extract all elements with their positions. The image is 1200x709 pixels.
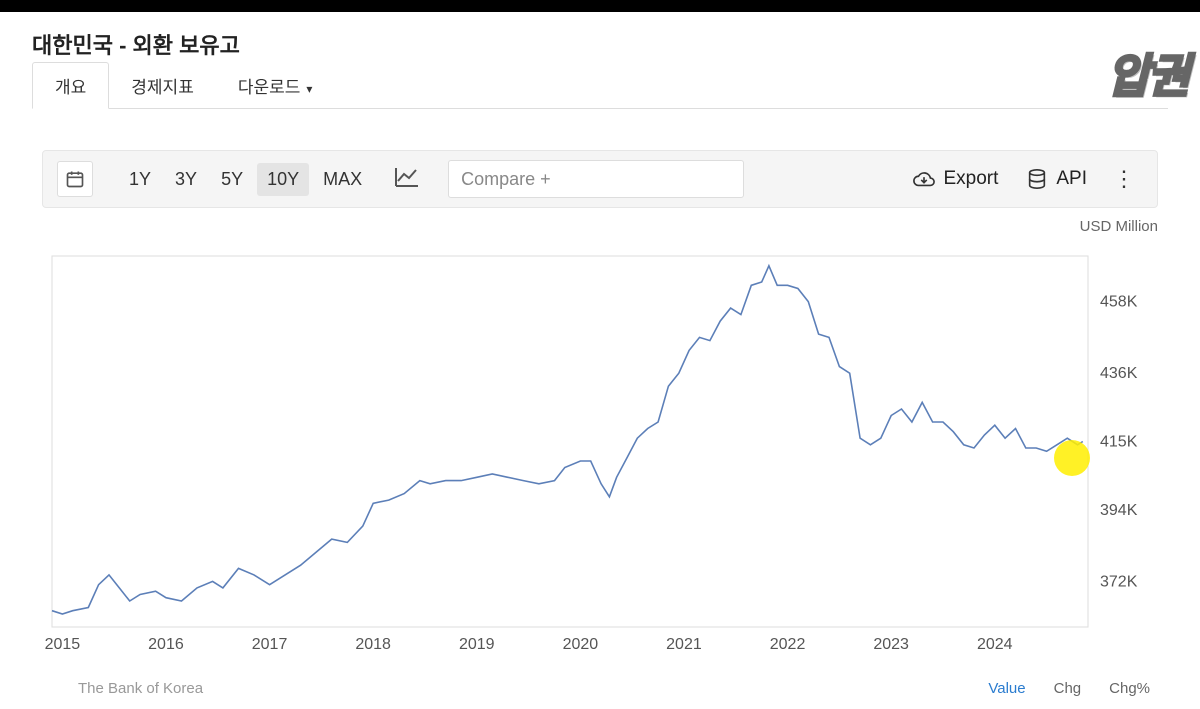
svg-text:415K: 415K [1100,434,1138,451]
tab-download[interactable]: 다운로드 ▾ [216,63,335,108]
chart-area: 372K 394K 415K 436K 458K 2015 2016 2017 2018 2019… [42,246,1158,661]
tab-indicators[interactable]: 경제지표 [109,63,216,108]
valuemode-chg[interactable]: Chg [1054,680,1082,697]
svg-text:458K: 458K [1100,294,1138,311]
range-selector: 1Y 3Y 5Y 10Y MAX [119,163,372,196]
range-10y[interactable]: 10Y [257,163,309,196]
range-1y[interactable]: 1Y [119,163,161,196]
cloud-download-icon [913,168,935,190]
letterbox-top [0,0,1200,12]
svg-text:2021: 2021 [666,636,702,653]
svg-text:372K: 372K [1100,573,1138,590]
range-3y[interactable]: 3Y [165,163,207,196]
chart-footer: The Bank of Korea Value Chg Chg% [42,680,1158,697]
database-icon [1026,168,1048,190]
compare-input[interactable]: Compare + [448,160,744,198]
range-5y[interactable]: 5Y [211,163,253,196]
chart-toolbar: 1Y 3Y 5Y 10Y MAX Compare + Export API ⋮ [42,150,1158,208]
page-title: 대한민국 - 외환 보유고 [32,28,1168,60]
export-label: Export [943,168,998,190]
tab-label: 다운로드 [238,78,301,97]
tab-label: 개요 [55,78,86,97]
more-menu-button[interactable]: ⋮ [1105,166,1143,192]
svg-text:394K: 394K [1100,502,1138,519]
page-header: 대한민국 - 외환 보유고 [32,28,1168,60]
svg-text:2017: 2017 [252,636,288,653]
svg-text:2015: 2015 [45,636,81,653]
kebab-icon: ⋮ [1113,166,1135,191]
source-label: The Bank of Korea [78,680,203,697]
api-label: API [1056,168,1087,190]
svg-text:2019: 2019 [459,636,495,653]
valuemode-chgpct[interactable]: Chg% [1109,680,1150,697]
valuemode-value[interactable]: Value [988,680,1025,697]
calendar-button[interactable] [57,161,93,197]
svg-text:2023: 2023 [873,636,909,653]
svg-text:2016: 2016 [148,636,184,653]
tab-overview[interactable]: 개요 [32,62,109,109]
svg-text:2020: 2020 [563,636,599,653]
tab-label: 경제지표 [131,78,194,97]
range-max[interactable]: MAX [313,163,372,196]
tabs-bar: 개요 경제지표 다운로드 ▾ [32,64,1168,109]
unit-label: USD Million [1080,218,1158,235]
caret-down-icon: ▾ [306,82,312,96]
line-chart: 372K 394K 415K 436K 458K 2015 2016 2017 2018 2019… [42,246,1158,661]
svg-text:2018: 2018 [355,636,391,653]
svg-text:436K: 436K [1100,365,1138,382]
chart-type-button[interactable] [394,166,420,193]
value-mode-tabs: Value Chg Chg% [988,680,1150,697]
chart-panel: 1Y 3Y 5Y 10Y MAX Compare + Export API ⋮ … [42,150,1158,701]
export-button[interactable]: Export [903,162,1008,196]
compare-placeholder: Compare + [461,169,551,190]
svg-text:2024: 2024 [977,636,1013,653]
svg-text:2022: 2022 [770,636,806,653]
line-chart-icon [394,166,420,188]
api-button[interactable]: API [1016,162,1097,196]
calendar-icon [65,169,85,189]
